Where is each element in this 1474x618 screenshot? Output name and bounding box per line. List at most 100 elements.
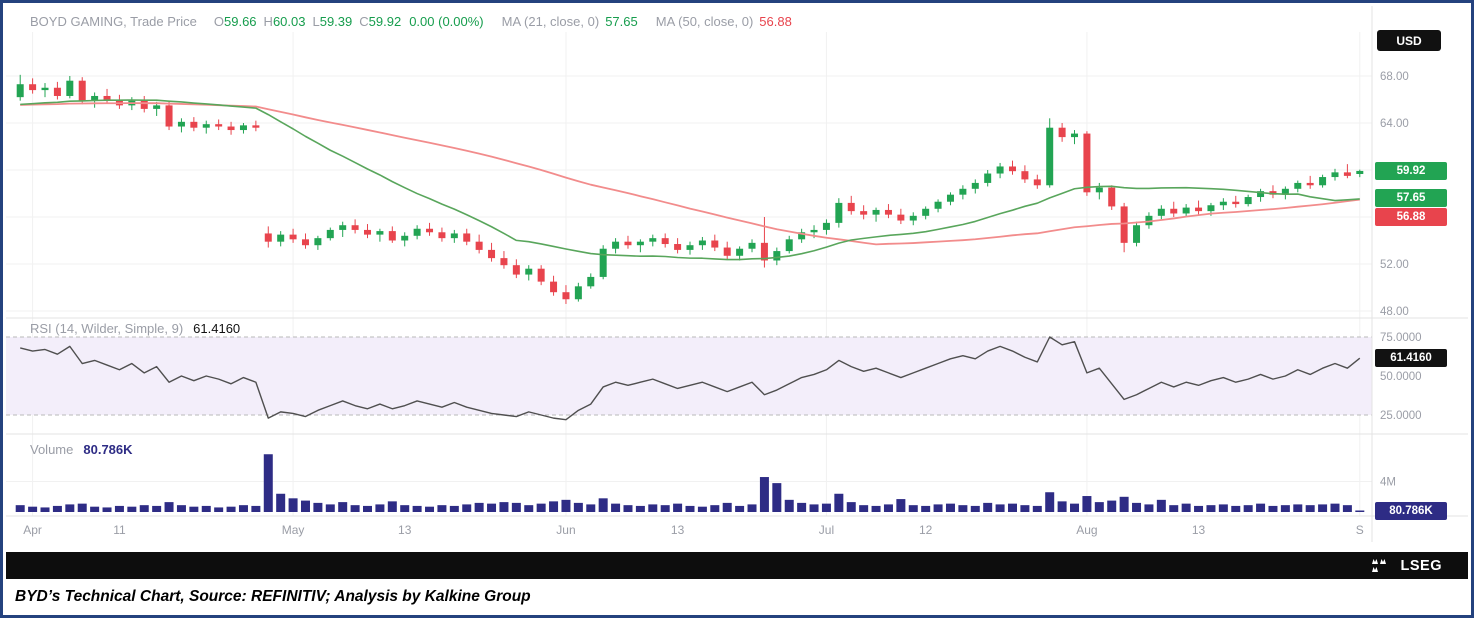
volume-bar [214,507,224,512]
candle [835,202,843,223]
candle [103,95,111,100]
candle [1294,182,1302,189]
volume-bar [511,502,521,512]
rsi-band [6,337,1372,415]
candle [1071,133,1079,138]
volume-bar [313,502,323,512]
lseg-logo: LSEG [1371,558,1442,574]
candle [91,95,99,101]
volume-bar [300,500,310,512]
volume-bar [1194,505,1204,512]
volume-bar [1119,496,1129,512]
volume-bar [238,505,248,512]
caption-text: BYD’s Technical Chart, Source: REFINITIV… [15,588,531,605]
time-tick-label: Jun [556,523,575,537]
candle [1021,171,1029,180]
volume-bar [375,504,385,512]
volume-bar [350,505,360,512]
candle [810,229,818,233]
volume-bar [747,504,757,512]
rsi-label-value: 61.4160 [193,321,241,336]
volume-bar [412,505,422,512]
candle [1133,225,1141,243]
volume-bar [102,507,112,512]
volume-bar [474,502,484,512]
candle [500,258,508,266]
candle [736,248,744,256]
candle [1195,207,1203,212]
volume-bar [859,505,869,512]
volume-bar [127,506,137,512]
volume-bar [1342,505,1352,512]
volume-label-text: Volume [30,442,74,457]
candle [426,228,434,233]
volume-bar [573,502,583,512]
candle [748,242,756,249]
volume-bar [735,505,745,512]
candle [562,292,570,300]
volume-bar [821,503,831,512]
volume-bar [536,503,546,512]
candle [388,231,396,241]
volume-bar [759,477,769,512]
volume-bar [387,501,397,512]
volume-bar [1169,505,1179,512]
volume-bar [673,503,683,512]
candle [475,241,483,250]
price-tick-label: 64.00 [1380,118,1409,130]
price-axis[interactable] [1372,6,1468,516]
time-axis[interactable] [6,518,1372,548]
candle [525,268,533,275]
volume-bar [1293,504,1303,512]
candle [599,248,607,277]
lseg-crest-icon [1371,559,1386,572]
candle [351,225,359,230]
volume-bar [189,506,199,512]
volume-bar [52,505,62,512]
volume-bar [28,506,38,512]
candle [277,234,285,242]
volume-bar [1057,501,1067,512]
volume-bar [1218,504,1228,512]
candle [153,105,161,109]
volume-bar [1231,505,1241,512]
volume-bar [276,493,286,512]
volume-bar [437,505,447,512]
candle [1108,187,1116,207]
legend-symbol: BOYD GAMING, Trade Price [30,14,197,29]
candle [29,84,37,91]
candle [140,100,148,109]
volume-bar [1132,502,1142,512]
candle [922,208,930,216]
candle [1331,172,1339,178]
candle [884,209,892,215]
volume-bar [586,504,596,512]
legend-open-key: O [213,14,224,29]
currency-badge[interactable]: USD [1377,30,1441,51]
candle [661,238,669,245]
volume-bar [363,505,373,512]
volume-bar [648,504,658,512]
candle [78,80,86,101]
candle [264,233,272,242]
legend-close-key: C [359,14,369,29]
volume-bar [1330,503,1340,512]
candle [16,84,24,98]
volume-bar [325,504,335,512]
volume-indicator-label: Volume 80.786K [30,442,133,457]
candle [1033,179,1041,186]
candle [698,240,706,246]
candle [1257,191,1265,198]
legend-low-key: L [312,14,320,29]
volume-bar [809,504,819,512]
candle [190,121,198,128]
volume-bar [846,502,856,512]
chart-canvas[interactable]: 68.00 64.00 52.00 48.00 75.0000 50.0000 25.000… [6,6,1468,552]
volume-bar [896,499,906,512]
candle [1046,127,1054,186]
candle [550,281,558,293]
candle [587,276,595,287]
chart-legend: BOYD GAMING, Trade Price O59.66 H60.03 L59.… [30,14,792,29]
legend-change: 0.00 (0.00%) [409,14,484,29]
volume-bar [710,505,720,512]
